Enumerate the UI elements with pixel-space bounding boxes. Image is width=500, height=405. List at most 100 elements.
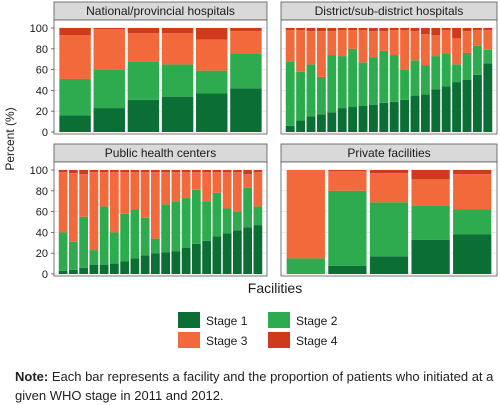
y-tick-label: 80 xyxy=(36,44,48,56)
bar-segment xyxy=(202,170,211,173)
y-tick-label: 20 xyxy=(36,248,48,260)
bar-segment xyxy=(420,34,430,66)
bar-segment xyxy=(286,170,325,259)
bar-segment xyxy=(296,30,306,72)
bar-segment xyxy=(452,28,462,39)
note-label: Note: xyxy=(15,369,49,384)
bar-segment xyxy=(196,70,228,94)
bar-segment xyxy=(69,170,78,174)
bar-segment xyxy=(453,170,492,175)
bar-segment xyxy=(337,30,347,57)
y-tick-label: 60 xyxy=(36,207,48,219)
bar-segment xyxy=(140,255,150,274)
y-tick-label: 0 xyxy=(42,269,48,281)
y-tick-label: 80 xyxy=(36,186,48,198)
bar-segment xyxy=(285,28,295,31)
bar-segment xyxy=(130,258,140,274)
bar-segment xyxy=(110,170,119,173)
bar-segment xyxy=(58,270,68,274)
y-tick-label: 40 xyxy=(36,227,48,239)
y-tick-label: 20 xyxy=(36,106,48,118)
bar-segment xyxy=(483,28,493,31)
bar-segment xyxy=(161,96,194,132)
bar-segment xyxy=(452,64,462,83)
bar-segment xyxy=(453,209,492,235)
bar-segment xyxy=(212,192,222,237)
bar-segment xyxy=(441,28,451,31)
bar-segment xyxy=(348,30,358,49)
bar-segment xyxy=(93,108,125,132)
bar-segment xyxy=(472,28,482,31)
legend-label: Stage 1 xyxy=(206,314,248,328)
bar-segment xyxy=(230,31,262,54)
bar-segment xyxy=(233,170,242,173)
bar-segment xyxy=(202,172,211,202)
bar-segment xyxy=(127,61,160,100)
bar-segment xyxy=(306,28,316,32)
bar-segment xyxy=(348,28,358,31)
bar-segment xyxy=(58,232,68,271)
bar-segment xyxy=(410,60,420,96)
bar-segment xyxy=(462,28,472,32)
bar-segment xyxy=(379,102,389,132)
bar-segment xyxy=(181,170,191,173)
bar-segment xyxy=(151,253,160,274)
bar-segment xyxy=(59,35,91,79)
bar-segment xyxy=(328,265,367,274)
bar-segment xyxy=(120,213,129,262)
bar-segment xyxy=(472,30,482,46)
bar-segment xyxy=(369,170,409,174)
bar-segment xyxy=(58,170,68,173)
bar-segment xyxy=(483,49,493,64)
x-axis-label: Facilities xyxy=(248,280,302,296)
bar-segment xyxy=(230,54,262,89)
bar-segment xyxy=(327,31,337,56)
legend-label: Stage 3 xyxy=(206,334,248,348)
bar-segment xyxy=(410,28,420,32)
panel-title: National/provincial hospitals xyxy=(86,4,235,18)
bar-segment xyxy=(285,61,295,126)
bar-segment xyxy=(472,74,482,132)
bar-segment xyxy=(243,174,252,188)
bar-segment xyxy=(99,206,109,265)
bar-segment xyxy=(171,201,181,252)
y-tick-label: 100 xyxy=(30,23,48,35)
bar-segment xyxy=(161,252,170,274)
bar-segment xyxy=(110,263,119,274)
bar-segment xyxy=(196,93,228,132)
bar-segment xyxy=(161,28,194,34)
legend-label: Stage 4 xyxy=(296,334,338,348)
bar-segment xyxy=(389,28,399,31)
bar-segment xyxy=(379,31,389,51)
bar-segment xyxy=(222,233,232,274)
bar-segment xyxy=(253,170,263,173)
bar-segment xyxy=(110,172,119,233)
bar-segment xyxy=(420,28,430,35)
y-tick-label: 40 xyxy=(36,85,48,97)
bar-segment xyxy=(306,64,316,117)
bar-segment xyxy=(161,33,194,65)
bar-segment xyxy=(93,69,125,109)
bar-segment xyxy=(328,190,367,266)
bar-segment xyxy=(171,170,181,173)
bar-segment xyxy=(140,172,150,218)
bar-segment xyxy=(483,30,493,50)
bar-segment xyxy=(230,28,262,32)
bar-segment xyxy=(171,172,181,202)
bar-segment xyxy=(285,125,295,132)
bar-segment xyxy=(411,179,450,206)
y-tick-label: 0 xyxy=(42,127,48,139)
bar-segment xyxy=(369,202,409,257)
bar-segment xyxy=(181,172,191,199)
bar-segment xyxy=(151,170,160,173)
bar-segment xyxy=(316,114,326,132)
bar-segment xyxy=(462,80,472,132)
bar-segment xyxy=(441,30,451,54)
bar-segment xyxy=(243,187,252,228)
bar-segment xyxy=(431,89,441,132)
bar-segment xyxy=(337,108,347,132)
bar-segment xyxy=(253,206,263,226)
bar-segment xyxy=(161,204,170,253)
bar-segment xyxy=(285,30,295,62)
